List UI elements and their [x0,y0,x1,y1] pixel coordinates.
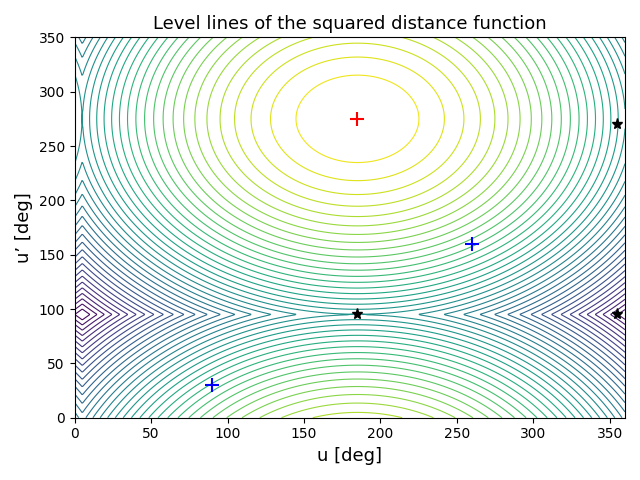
Y-axis label: u’ [deg]: u’ [deg] [15,192,33,263]
X-axis label: u [deg]: u [deg] [317,447,382,465]
Title: Level lines of the squared distance function: Level lines of the squared distance func… [153,15,547,33]
